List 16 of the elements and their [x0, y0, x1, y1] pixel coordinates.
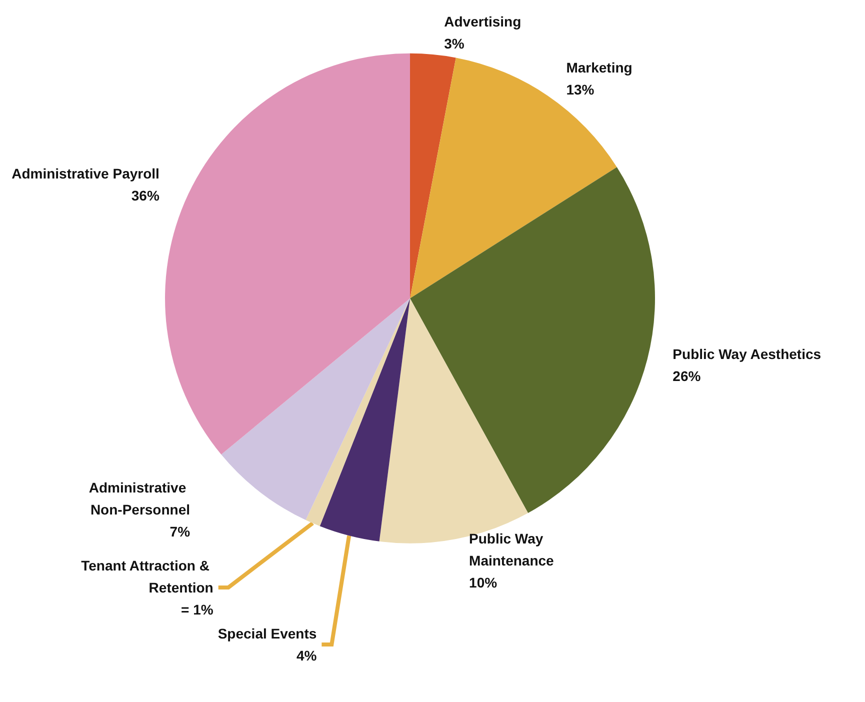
data-label: 4%: [296, 647, 318, 664]
data-label: 3%: [444, 36, 465, 52]
slice-label: Special Events: [218, 625, 317, 642]
data-label: 13%: [566, 82, 595, 98]
slice-label: Public Way Maintenance: [469, 530, 554, 569]
data-label: = 1%: [181, 601, 214, 618]
slice-label: Advertising: [444, 14, 522, 30]
data-label: 36%: [131, 188, 160, 204]
slice-label: Administrative Non-Personnel: [88, 479, 190, 518]
slice-label: Marketing: [566, 60, 632, 76]
slice-label: Tenant Attraction & Retention: [81, 557, 214, 596]
slice-label: Public Way Aesthetics: [672, 346, 822, 362]
data-label: 10%: [469, 574, 498, 591]
data-label: 7%: [170, 523, 191, 540]
slice-label: Administrative Payroll: [12, 166, 160, 182]
data-label: 26%: [672, 368, 702, 384]
